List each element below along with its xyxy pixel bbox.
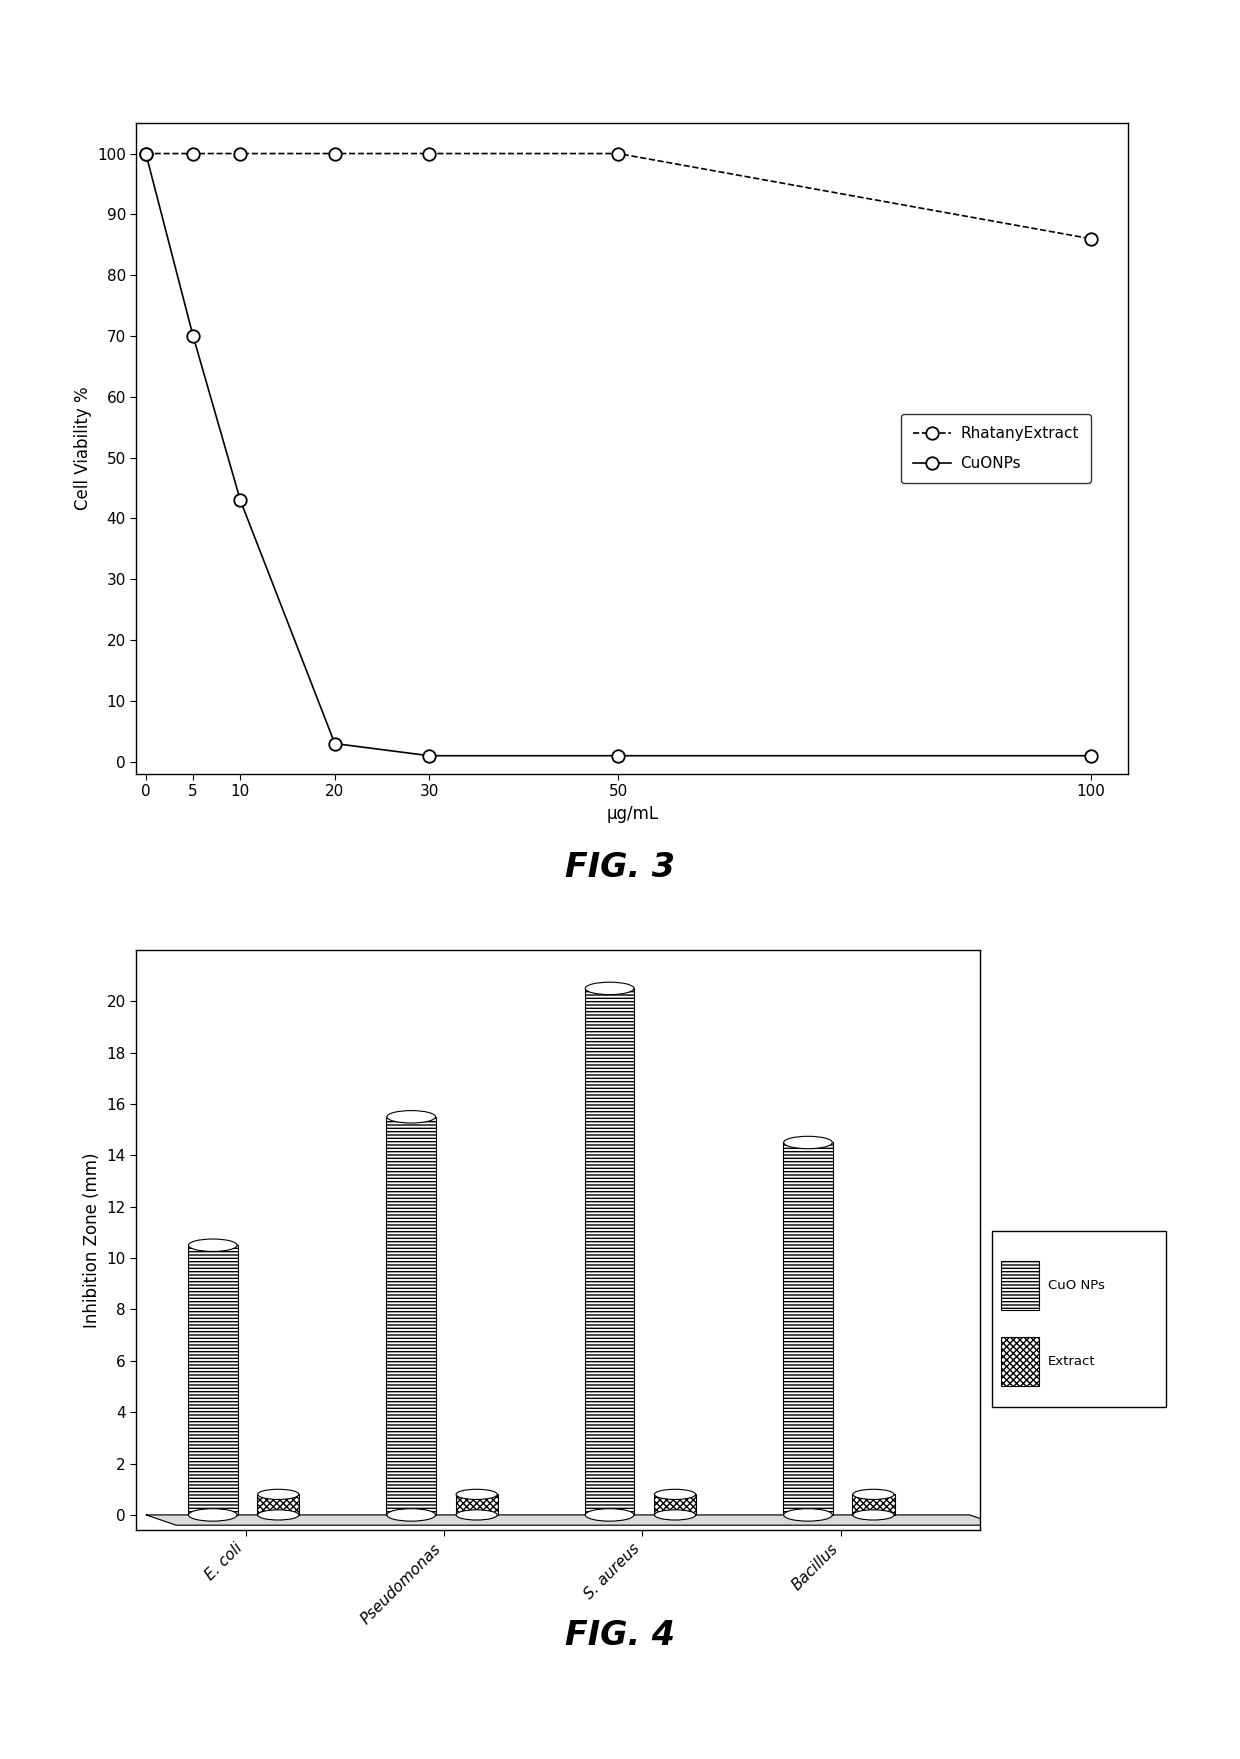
RhatanyExtract — [186, 142, 201, 164]
Bar — [1001, 1337, 1039, 1386]
Text: FIG. 4: FIG. 4 — [565, 1620, 675, 1652]
Bar — [455, 1495, 497, 1514]
X-axis label: μg/mL: μg/mL — [606, 806, 658, 823]
Bar — [585, 989, 635, 1514]
Ellipse shape — [456, 1490, 497, 1499]
Ellipse shape — [655, 1509, 696, 1520]
Ellipse shape — [387, 1110, 435, 1122]
Ellipse shape — [655, 1490, 696, 1499]
Bar — [1001, 1261, 1039, 1310]
CuONPs — [233, 489, 248, 510]
CuONPs — [327, 734, 342, 755]
Bar — [257, 1495, 299, 1514]
RhatanyExtract — [327, 142, 342, 164]
RhatanyExtract — [139, 142, 154, 164]
Ellipse shape — [387, 1509, 435, 1522]
Ellipse shape — [456, 1509, 497, 1520]
RhatanyExtract — [611, 142, 626, 164]
RhatanyExtract — [233, 142, 248, 164]
Legend: RhatanyExtract, CuONPs: RhatanyExtract, CuONPs — [900, 413, 1091, 484]
Ellipse shape — [188, 1238, 237, 1251]
Line: RhatanyExtract: RhatanyExtract — [140, 148, 1097, 245]
Bar — [784, 1143, 833, 1514]
CuONPs — [1084, 746, 1099, 767]
Bar — [653, 1495, 696, 1514]
CuONPs — [611, 746, 626, 767]
Ellipse shape — [853, 1490, 894, 1499]
RhatanyExtract — [422, 142, 436, 164]
Line: CuONPs: CuONPs — [140, 148, 1097, 762]
CuONPs — [186, 325, 201, 347]
Ellipse shape — [585, 1509, 634, 1522]
Y-axis label: Cell Viability %: Cell Viability % — [73, 387, 92, 510]
Ellipse shape — [188, 1509, 237, 1522]
Ellipse shape — [853, 1509, 894, 1520]
Text: FIG. 3: FIG. 3 — [565, 851, 675, 883]
RhatanyExtract — [1084, 229, 1099, 250]
Text: CuO NPs: CuO NPs — [1048, 1279, 1105, 1293]
Y-axis label: Inhibition Zone (mm): Inhibition Zone (mm) — [83, 1152, 100, 1328]
Ellipse shape — [784, 1509, 832, 1522]
Ellipse shape — [258, 1509, 299, 1520]
Ellipse shape — [258, 1490, 299, 1499]
Ellipse shape — [585, 982, 634, 994]
CuONPs — [139, 142, 154, 164]
Bar — [387, 1117, 436, 1514]
CuONPs — [422, 746, 436, 767]
Bar — [188, 1245, 238, 1514]
Bar — [852, 1495, 894, 1514]
Polygon shape — [146, 1514, 999, 1525]
Text: Extract: Extract — [1048, 1354, 1095, 1369]
Ellipse shape — [784, 1136, 832, 1149]
